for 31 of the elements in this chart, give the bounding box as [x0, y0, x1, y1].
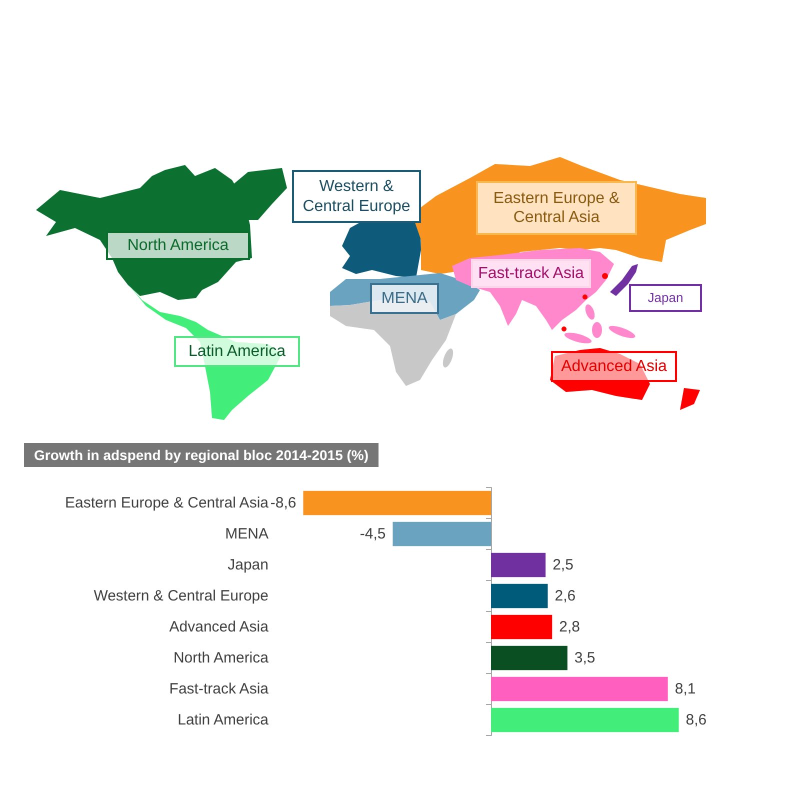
- data-label: 2,8: [559, 618, 580, 636]
- y-tick-label: Latin America: [178, 712, 270, 728]
- bar: [491, 676, 668, 702]
- data-label: 3,5: [574, 650, 596, 666]
- data-label: -4,5: [360, 526, 386, 542]
- bar: [491, 708, 679, 732]
- chart-title: Growth in adspend by regional bloc 2014-2015 (%): [34, 447, 369, 463]
- y-tick-label: MENA: [225, 526, 268, 542]
- y-tick-label: Eastern Europe & Central Asia: [65, 494, 270, 512]
- bar: [491, 552, 546, 578]
- y-tick-label: Advanced Asia: [169, 618, 270, 636]
- text: Fast-track Asia: [471, 259, 591, 288]
- data-label: 2,6: [554, 588, 576, 604]
- text: Japan: [629, 284, 702, 312]
- data-label: 2,5: [552, 556, 574, 574]
- text: Western & Central Europe: [292, 170, 421, 223]
- y-tick-label: Western & Central Europe: [94, 588, 268, 604]
- bar: [491, 584, 548, 608]
- text: Advanced Asia: [551, 351, 677, 382]
- text: Eastern Europe & Central Asia: [476, 181, 637, 235]
- y-tick-label: Fast-track Asia: [169, 680, 270, 698]
- bar: [491, 646, 568, 670]
- y-tick-label: Japan: [228, 556, 268, 574]
- text: MENA: [370, 283, 439, 314]
- data-label: -8,6: [270, 494, 296, 512]
- data-label: 8,1: [674, 680, 696, 698]
- bar: [392, 522, 491, 546]
- bar: [491, 614, 552, 640]
- bar: [303, 490, 491, 516]
- data-label: 8,6: [686, 712, 707, 728]
- y-tick-label: North America: [173, 650, 270, 666]
